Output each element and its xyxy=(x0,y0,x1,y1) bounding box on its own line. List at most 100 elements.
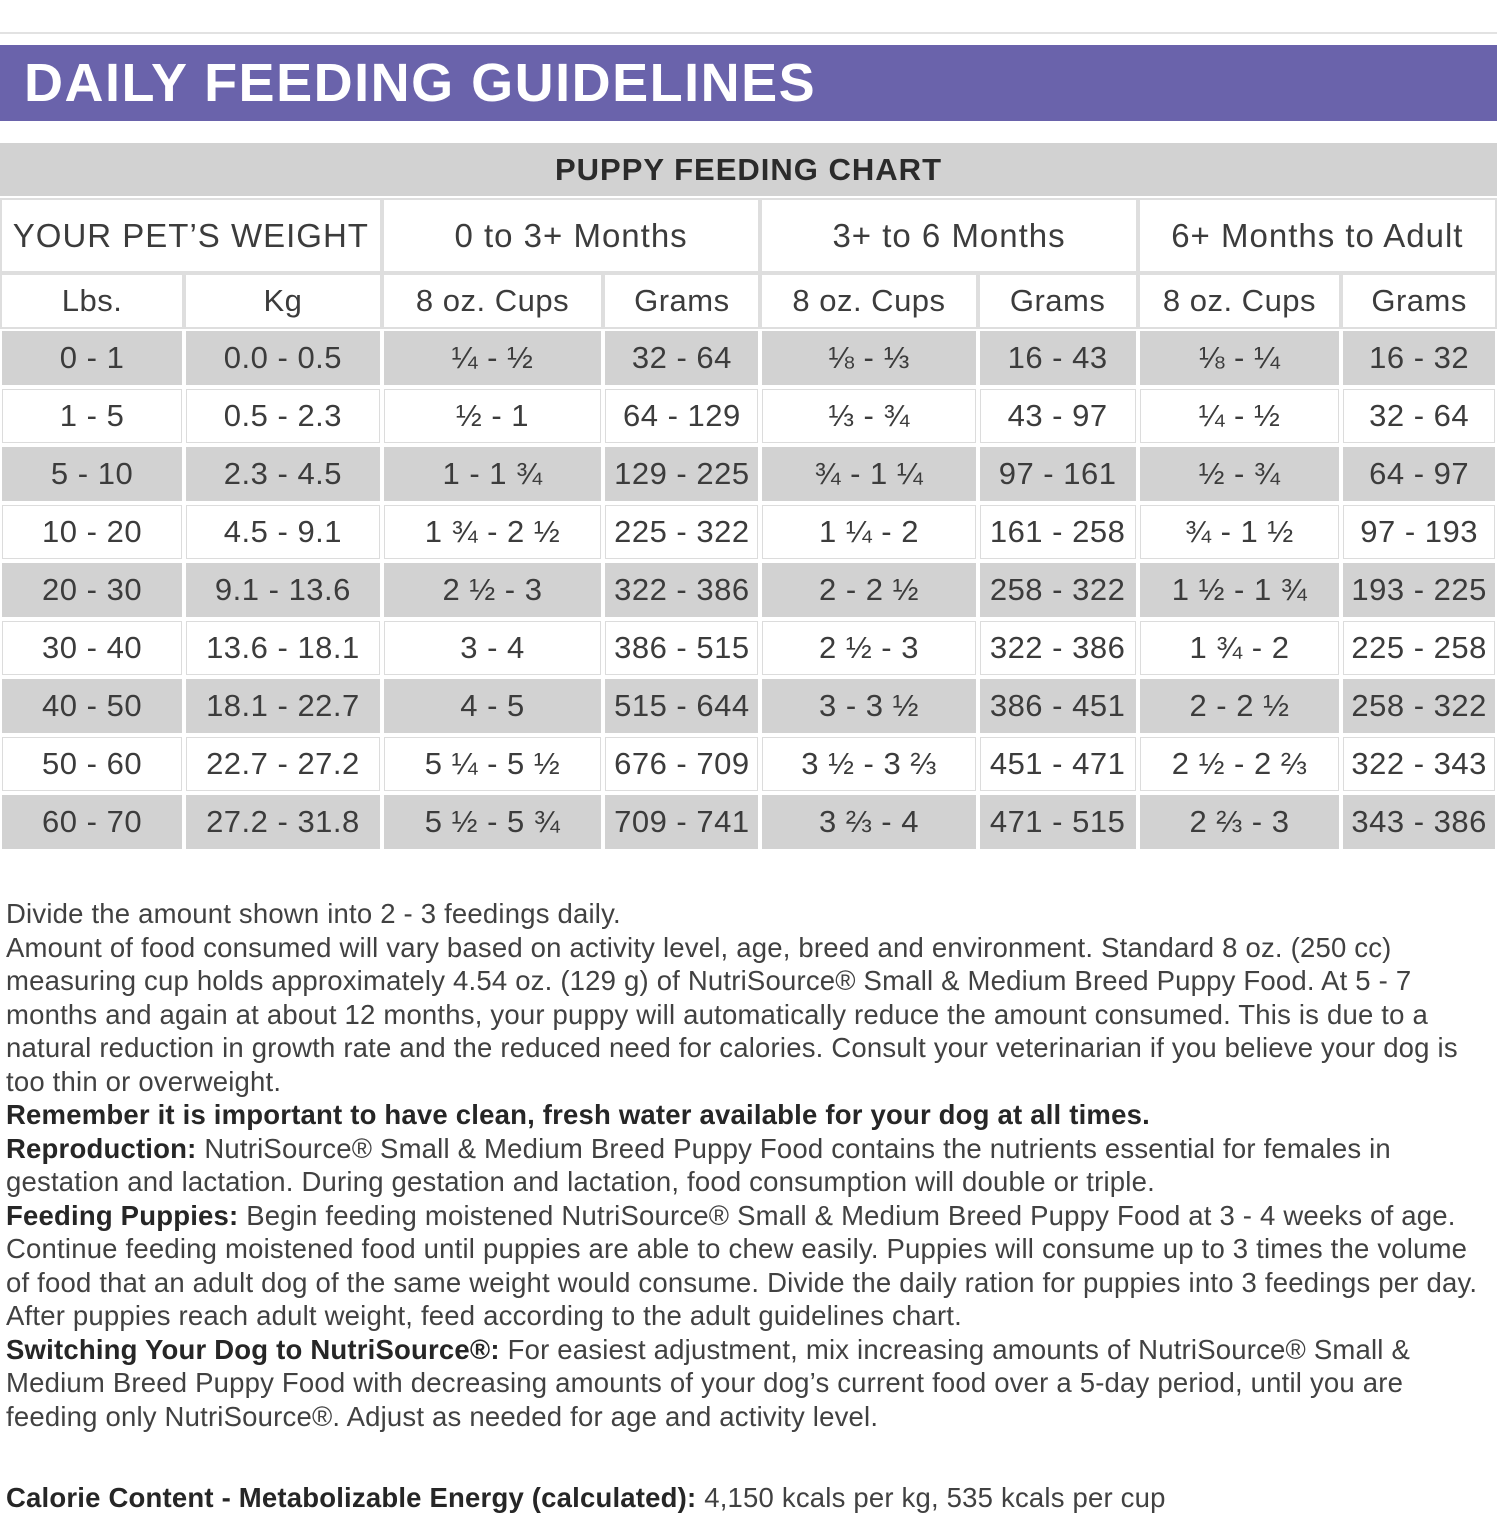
table-cell: 3 - 3 ½ xyxy=(760,677,978,735)
table-cell: ⅓ - ¾ xyxy=(760,387,978,445)
table-cell: 13.6 - 18.1 xyxy=(184,619,382,677)
table-cell: 18.1 - 22.7 xyxy=(184,677,382,735)
table-row: 60 - 70 27.2 - 31.8 5 ½ - 5 ¾ 709 - 741 3 ⅔ … xyxy=(0,793,1497,851)
table-cell: 22.7 - 27.2 xyxy=(184,735,382,793)
note-paragraph: Amount of food consumed will vary based … xyxy=(6,931,1487,1099)
table-cell: 3 ½ - 3 ⅔ xyxy=(760,735,978,793)
table-cell: 515 - 644 xyxy=(603,677,761,735)
table-cell: 2 ½ - 2 ⅔ xyxy=(1137,735,1342,793)
table-cell: 3 ⅔ - 4 xyxy=(760,793,978,851)
calorie-content-text: Calorie Content - Metabolizable Energy (… xyxy=(6,1481,1487,1515)
table-cell: 2 ⅔ - 3 xyxy=(1137,793,1342,851)
table-column-header: Grams xyxy=(977,273,1138,329)
table-cell: 16 - 32 xyxy=(1341,329,1497,387)
note-bold-text: Remember it is important to have clean, … xyxy=(6,1099,1150,1130)
table-cell: 40 - 50 xyxy=(0,677,185,735)
table-cell: 32 - 64 xyxy=(1341,387,1497,445)
note-text: 4,150 kcals per kg, 535 kcals per cup xyxy=(696,1482,1166,1513)
note-text: For easiest adjustment, mix increasing a… xyxy=(6,1333,1410,1432)
table-column-header: 8 oz. Cups xyxy=(1137,273,1342,329)
table-cell: 64 - 97 xyxy=(1341,445,1497,503)
note-bold-text: Reproduction: xyxy=(6,1132,197,1164)
table-cell: 1 ¼ - 2 xyxy=(760,503,978,561)
table-cell: 258 - 322 xyxy=(1341,677,1497,735)
table-cell: 0 - 1 xyxy=(0,329,185,387)
table-cell: 2 ½ - 3 xyxy=(381,561,604,619)
page-title-banner: DAILY FEEDING GUIDELINES xyxy=(0,45,1497,121)
table-cell: 1 - 5 xyxy=(0,387,185,445)
note-text: Divide the amount shown into 2 - 3 feedi… xyxy=(6,898,621,929)
page-title: DAILY FEEDING GUIDELINES xyxy=(24,53,817,113)
table-group-header: 6+ Months to Adult xyxy=(1137,198,1497,273)
table-cell: 343 - 386 xyxy=(1341,793,1497,851)
table-cell: 471 - 515 xyxy=(977,793,1138,851)
table-cell: 4 - 5 xyxy=(381,677,604,735)
table-cell: 225 - 258 xyxy=(1341,619,1497,677)
note-text: Amount of food consumed will vary based … xyxy=(6,931,1458,1097)
table-cell: 5 - 10 xyxy=(0,445,185,503)
table-column-header: 8 oz. Cups xyxy=(381,273,604,329)
table-cell: 193 - 225 xyxy=(1341,561,1497,619)
table-row: 5 - 10 2.3 - 4.5 1 - 1 ¾ 129 - 225 ¾ - 1 ¼ 97… xyxy=(0,445,1497,503)
notes: Divide the amount shown into 2 - 3 feedi… xyxy=(0,897,1497,1433)
table-cell: 32 - 64 xyxy=(603,329,761,387)
table-cell: ¾ - 1 ½ xyxy=(1137,503,1342,561)
table-cell: 97 - 193 xyxy=(1341,503,1497,561)
note-bold-text: Feeding Puppies: xyxy=(6,1199,239,1231)
table-column-header: Lbs. xyxy=(0,273,185,329)
table-row: 50 - 60 22.7 - 27.2 5 ¼ - 5 ½ 676 - 709 3 ½ … xyxy=(0,735,1497,793)
table-column-header: 8 oz. Cups xyxy=(760,273,978,329)
table-cell: 9.1 - 13.6 xyxy=(184,561,382,619)
table-cell: 3 - 4 xyxy=(381,619,604,677)
table-cell: 97 - 161 xyxy=(977,445,1138,503)
table-cell: 1 - 1 ¾ xyxy=(381,445,604,503)
table-cell: 386 - 515 xyxy=(603,619,761,677)
chart-title: PUPPY FEEDING CHART xyxy=(0,143,1497,196)
table-cell: 50 - 60 xyxy=(0,735,185,793)
feeding-chart-section: PUPPY FEEDING CHART YOUR PET’S WEIGHT 0 t… xyxy=(0,143,1497,851)
table-cell: 709 - 741 xyxy=(603,793,761,851)
table-cell: 2 - 2 ½ xyxy=(760,561,978,619)
table-cell: 0.5 - 2.3 xyxy=(184,387,382,445)
table-cell: 2.3 - 4.5 xyxy=(184,445,382,503)
table-cell: 1 ¾ - 2 xyxy=(1137,619,1342,677)
table-cell: 20 - 30 xyxy=(0,561,185,619)
table-cell: 1 ¾ - 2 ½ xyxy=(381,503,604,561)
table-row: 10 - 20 4.5 - 9.1 1 ¾ - 2 ½ 225 - 322 1 ¼ - … xyxy=(0,503,1497,561)
table-subheader-row: Lbs. Kg 8 oz. Cups Grams 8 oz. Cups Grams 8 oz… xyxy=(0,273,1497,329)
table-cell: 386 - 451 xyxy=(977,677,1138,735)
table-cell: 676 - 709 xyxy=(603,735,761,793)
table-group-header: 3+ to 6 Months xyxy=(760,198,1138,273)
table-cell: 322 - 386 xyxy=(603,561,761,619)
note-paragraph: Divide the amount shown into 2 - 3 feedi… xyxy=(6,897,1487,931)
table-cell: 16 - 43 xyxy=(977,329,1138,387)
table-cell: 27.2 - 31.8 xyxy=(184,793,382,851)
feeding-table-body: 0 - 1 0.0 - 0.5 ¼ - ½ 32 - 64 ⅛ - ⅓ 16 - 43 ⅛ … xyxy=(0,329,1497,851)
note-paragraph: Switching Your Dog to NutriSource®: For … xyxy=(6,1333,1487,1434)
table-cell: 2 - 2 ½ xyxy=(1137,677,1342,735)
table-row: 20 - 30 9.1 - 13.6 2 ½ - 3 322 - 386 2 - 2 ½… xyxy=(0,561,1497,619)
table-row: 0 - 1 0.0 - 0.5 ¼ - ½ 32 - 64 ⅛ - ⅓ 16 - 43 ⅛ … xyxy=(0,329,1497,387)
note-paragraph: Reproduction: NutriSource® Small & Mediu… xyxy=(6,1132,1487,1199)
table-cell: ⅛ - ⅓ xyxy=(760,329,978,387)
table-cell: 43 - 97 xyxy=(977,387,1138,445)
table-cell: 2 ½ - 3 xyxy=(760,619,978,677)
table-cell: 5 ½ - 5 ¾ xyxy=(381,793,604,851)
table-group-header: YOUR PET’S WEIGHT xyxy=(0,198,382,273)
table-cell: 1 ½ - 1 ¾ xyxy=(1137,561,1342,619)
table-cell: ¾ - 1 ¼ xyxy=(760,445,978,503)
table-cell: ¼ - ½ xyxy=(381,329,604,387)
table-cell: ½ - ¾ xyxy=(1137,445,1342,503)
table-cell: 5 ¼ - 5 ½ xyxy=(381,735,604,793)
note-text: Begin feeding moistened NutriSource® Sma… xyxy=(6,1199,1478,1332)
table-group-header: 0 to 3+ Months xyxy=(381,198,761,273)
table-cell: 161 - 258 xyxy=(977,503,1138,561)
table-cell: 322 - 386 xyxy=(977,619,1138,677)
table-cell: ½ - 1 xyxy=(381,387,604,445)
table-cell: 225 - 322 xyxy=(603,503,761,561)
table-cell: 4.5 - 9.1 xyxy=(184,503,382,561)
table-cell: 64 - 129 xyxy=(603,387,761,445)
table-column-header: Grams xyxy=(1341,273,1497,329)
